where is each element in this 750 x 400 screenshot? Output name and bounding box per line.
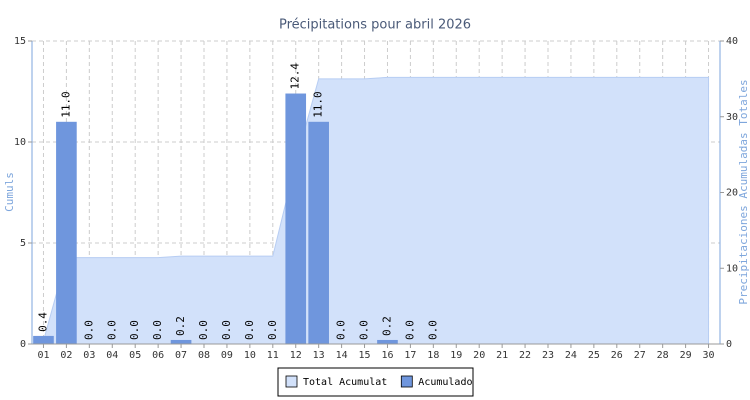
value-label: 0.0 xyxy=(220,320,233,340)
y2-axis-label: Precipitaciones Acumuladas Totales xyxy=(737,79,750,304)
x-tick-label: 12 xyxy=(290,350,302,361)
value-label: 0.0 xyxy=(243,320,256,340)
y-tick-label: 5 xyxy=(20,238,26,249)
x-tick-label: 19 xyxy=(450,350,462,361)
x-tick-label: 21 xyxy=(496,350,508,361)
value-label: 12.4 xyxy=(289,63,302,90)
x-tick-label: 10 xyxy=(244,350,256,361)
value-label: 0.0 xyxy=(335,320,348,340)
y2-tick-label: 10 xyxy=(726,263,738,274)
x-tick-label: 15 xyxy=(359,350,371,361)
x-tick-label: 18 xyxy=(427,350,439,361)
x-tick-label: 07 xyxy=(175,350,187,361)
value-label: 0.0 xyxy=(403,320,416,340)
bar xyxy=(56,121,77,344)
x-tick-label: 22 xyxy=(519,350,531,361)
bar xyxy=(308,121,329,344)
value-label: 0.0 xyxy=(105,320,118,340)
x-tick-label: 11 xyxy=(267,350,279,361)
x-tick-label: 08 xyxy=(198,350,210,361)
legend-box xyxy=(277,367,474,397)
x-tick-label: 01 xyxy=(37,350,49,361)
y2-tick-label: 0 xyxy=(726,339,732,350)
value-label: 0.0 xyxy=(197,320,210,340)
y-tick-label: 15 xyxy=(14,36,26,47)
bar xyxy=(377,339,398,344)
y2-tick-label: 20 xyxy=(726,188,738,199)
value-label: 0.0 xyxy=(128,320,141,340)
value-label: 0.0 xyxy=(358,320,371,340)
y-tick-label: 0 xyxy=(20,339,26,350)
bar xyxy=(170,339,192,344)
x-tick-label: 06 xyxy=(152,350,164,361)
value-label: 0.0 xyxy=(151,320,164,340)
x-tick-label: 25 xyxy=(588,350,600,361)
x-tick-label: 29 xyxy=(680,350,692,361)
x-tick-label: 24 xyxy=(565,350,577,361)
x-tick-label: 26 xyxy=(611,350,623,361)
x-tick-label: 28 xyxy=(657,350,669,361)
x-tick-label: 09 xyxy=(221,350,233,361)
legend-swatch xyxy=(285,375,298,388)
x-tick-label: 03 xyxy=(83,350,95,361)
bar xyxy=(285,93,307,345)
x-tick-label: 27 xyxy=(634,350,646,361)
x-tick-label: 04 xyxy=(106,350,118,361)
value-label: 11.0 xyxy=(59,91,72,118)
x-tick-label: 17 xyxy=(404,350,416,361)
value-label: 0.0 xyxy=(266,320,279,340)
y-tick-label: 10 xyxy=(14,137,26,148)
value-label: 0.0 xyxy=(426,320,439,340)
x-tick-label: 14 xyxy=(336,350,348,361)
value-label: 0.2 xyxy=(174,316,187,336)
x-tick-label: 23 xyxy=(542,350,554,361)
value-label: 0.2 xyxy=(380,316,393,336)
legend-swatch xyxy=(400,375,413,388)
x-tick-label: 30 xyxy=(703,350,715,361)
y-axis-label: Cumuls xyxy=(3,172,16,212)
y2-tick-label: 40 xyxy=(726,36,738,47)
chart-title: Précipitations pour abril 2026 xyxy=(279,18,471,33)
value-label: 0.4 xyxy=(36,312,49,332)
legend-label: Acumulado xyxy=(418,377,472,388)
x-tick-label: 13 xyxy=(313,350,325,361)
bar xyxy=(33,335,54,344)
x-tick-label: 16 xyxy=(381,350,393,361)
x-tick-label: 05 xyxy=(129,350,141,361)
legend-label: Total Acumulat xyxy=(303,377,387,388)
y2-tick-label: 30 xyxy=(726,112,738,123)
value-label: 0.0 xyxy=(82,320,95,340)
value-label: 11.0 xyxy=(312,91,325,118)
area xyxy=(42,76,710,345)
x-tick-label: 02 xyxy=(60,350,72,361)
x-tick-label: 20 xyxy=(473,350,485,361)
